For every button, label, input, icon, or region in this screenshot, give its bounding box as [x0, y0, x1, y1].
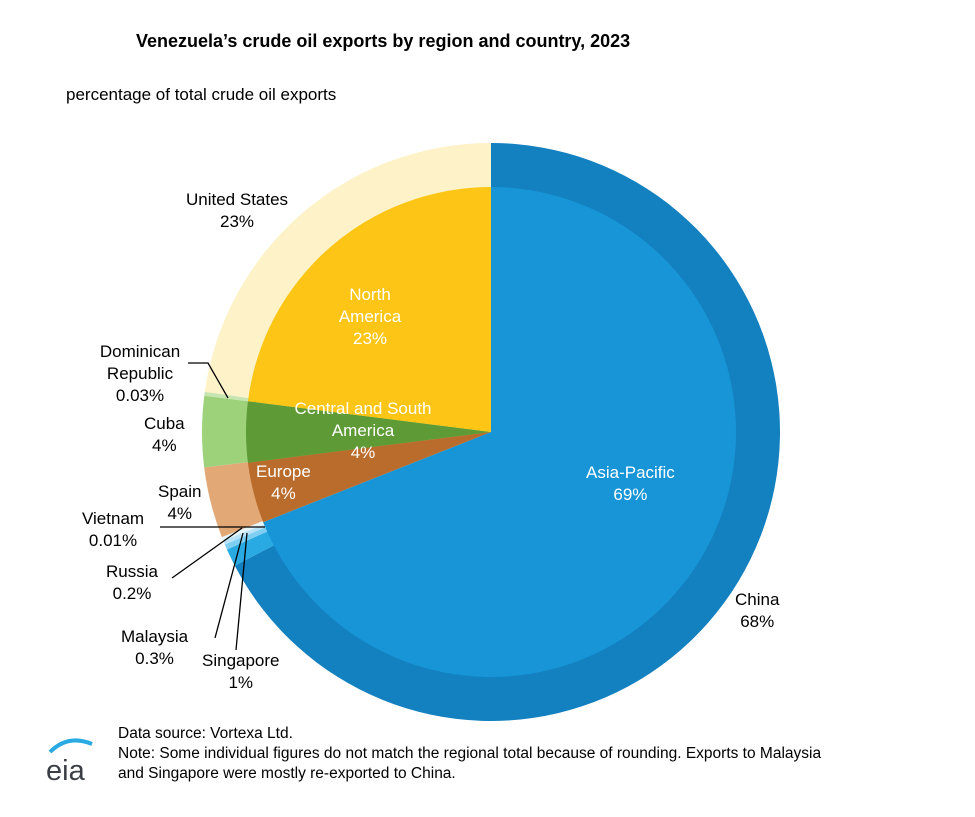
- label-singapore: Singapore 1%: [202, 651, 280, 692]
- note-line-1: Note: Some individual figures do not mat…: [118, 745, 822, 762]
- data-source: Data source: Vortexa Ltd.: [118, 725, 293, 742]
- notes: Data source: Vortexa Ltd. Note: Some ind…: [118, 724, 821, 784]
- label-central-south-america: Central and South America 4%: [294, 399, 432, 462]
- label-china: China 68%: [735, 590, 780, 631]
- label-malaysia: Malaysia 0.3%: [121, 627, 189, 668]
- label-cuba: Cuba 4%: [144, 414, 185, 455]
- chart-subtitle: percentage of total crude oil exports: [66, 85, 337, 104]
- label-asia-pacific: Asia-Pacific 69%: [586, 463, 675, 504]
- label-united-states: United States 23%: [186, 190, 289, 231]
- label-russia: Russia 0.2%: [106, 562, 158, 603]
- leader-lines: [160, 362, 265, 651]
- label-europe: Europe 4%: [256, 462, 311, 503]
- label-north-america: North America 23%: [338, 285, 402, 348]
- label-spain: Spain 4%: [158, 482, 202, 523]
- label-vietnam: Vietnam 0.01%: [82, 509, 145, 550]
- slice-europe: [247, 432, 491, 523]
- slice-north-america: [247, 187, 491, 432]
- slice-asia-pacific: [263, 187, 736, 677]
- chart-title: Venezuela’s crude oil exports by region …: [136, 31, 631, 51]
- slice-central-and-south-america: [246, 401, 491, 463]
- label-dominican-republic: Dominican Republic 0.03%: [99, 342, 181, 405]
- note-line-2: and Singapore were mostly re-exported to…: [118, 765, 456, 782]
